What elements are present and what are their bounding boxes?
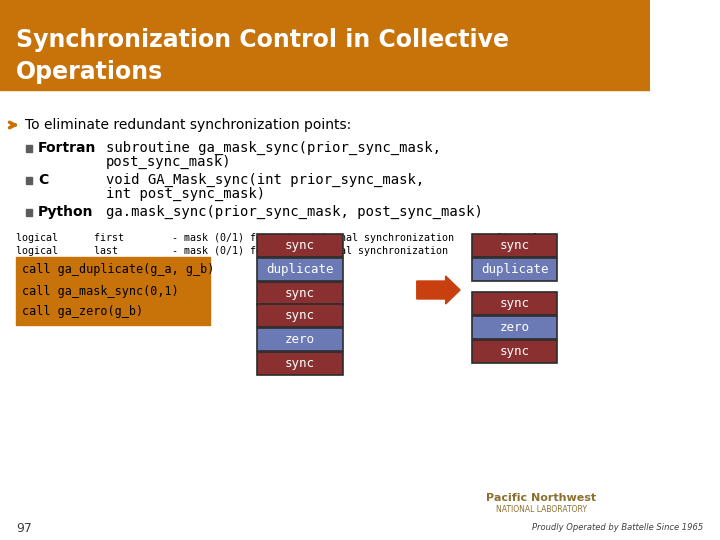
- Bar: [257, 234, 343, 257]
- Text: call ga_duplicate(g_a, g_b): call ga_duplicate(g_a, g_b): [22, 264, 214, 276]
- Text: Fortran: Fortran: [38, 141, 96, 155]
- Text: sync: sync: [500, 239, 530, 252]
- Text: To eliminate redundant synchronization points:: To eliminate redundant synchronization p…: [25, 118, 351, 132]
- Text: post_sync_mask): post_sync_mask): [106, 155, 231, 169]
- Text: Pacific Northwest: Pacific Northwest: [486, 493, 596, 503]
- Text: sync: sync: [500, 345, 530, 358]
- Bar: [26, 208, 32, 215]
- Text: ga.mask_sync(prior_sync_mask, post_sync_mask): ga.mask_sync(prior_sync_mask, post_sync_…: [106, 205, 482, 219]
- Text: sync: sync: [285, 357, 315, 370]
- Bar: [472, 234, 557, 257]
- Text: duplicate: duplicate: [481, 263, 549, 276]
- Text: Operations: Operations: [17, 60, 163, 84]
- Text: sync: sync: [285, 309, 315, 322]
- Bar: [26, 177, 32, 184]
- Text: Python: Python: [38, 205, 94, 219]
- Bar: [0, 0, 649, 90]
- Text: zero: zero: [285, 333, 315, 346]
- Bar: [257, 258, 343, 281]
- Text: logical      last         - mask (0/1) for post internal synchronization        : logical last - mask (0/1) for post inter…: [17, 246, 539, 256]
- Text: zero: zero: [500, 321, 530, 334]
- Text: NATIONAL LABORATORY: NATIONAL LABORATORY: [496, 505, 587, 515]
- Text: 97: 97: [17, 522, 32, 535]
- Text: Proudly Operated by Battelle Since 1965: Proudly Operated by Battelle Since 1965: [532, 523, 703, 532]
- Text: void GA_Mask_sync(int prior_sync_mask,: void GA_Mask_sync(int prior_sync_mask,: [106, 173, 424, 187]
- FancyArrow shape: [417, 276, 460, 304]
- Text: int post_sync_mask): int post_sync_mask): [106, 187, 265, 201]
- Bar: [26, 145, 32, 152]
- Bar: [257, 282, 343, 305]
- Text: sync: sync: [285, 239, 315, 252]
- Text: call ga_mask_sync(0,1): call ga_mask_sync(0,1): [22, 285, 179, 298]
- Bar: [257, 352, 343, 375]
- Bar: [17, 257, 210, 325]
- Bar: [472, 258, 557, 281]
- Bar: [257, 304, 343, 327]
- Text: sync: sync: [500, 297, 530, 310]
- Text: logical      first        - mask (0/1) for prior internal synchronization       : logical first - mask (0/1) for prior int…: [17, 233, 539, 243]
- Bar: [472, 316, 557, 339]
- Text: C: C: [38, 173, 48, 187]
- Text: duplicate: duplicate: [266, 263, 333, 276]
- Bar: [257, 328, 343, 351]
- Text: sync: sync: [285, 287, 315, 300]
- Text: call ga_zero(g_b): call ga_zero(g_b): [22, 306, 143, 319]
- Bar: [472, 292, 557, 315]
- Bar: [472, 340, 557, 363]
- Text: subroutine ga_mask_sync(prior_sync_mask,: subroutine ga_mask_sync(prior_sync_mask,: [106, 141, 441, 155]
- Text: Synchronization Control in Collective: Synchronization Control in Collective: [17, 28, 509, 52]
